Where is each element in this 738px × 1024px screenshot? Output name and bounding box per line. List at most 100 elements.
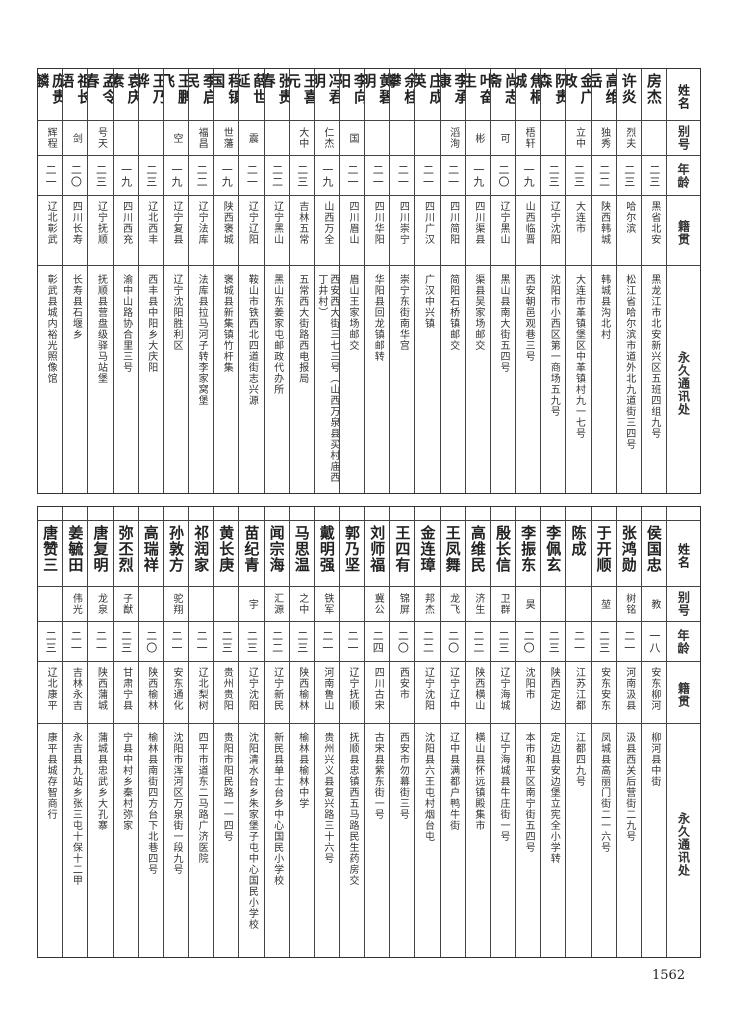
person-address-text: 贵阳市阳民路一一四号 bbox=[221, 732, 233, 842]
header-address: 永久通讯处 bbox=[667, 266, 700, 493]
person-age-text: 二一 bbox=[346, 163, 360, 188]
person-name: 庄成英 bbox=[415, 69, 440, 121]
person-age-text: 一九 bbox=[471, 163, 485, 188]
person-column: 焦桐城 梧轩 一九 山西临晋 西安朝邑观巷三号 bbox=[515, 69, 541, 493]
person-age-text: 二一 bbox=[320, 629, 334, 654]
person-address-text: 凤城县高丽门街二一六号 bbox=[598, 732, 610, 853]
person-name-text: 祖长语 bbox=[63, 73, 88, 105]
header-name: 姓名 bbox=[667, 521, 700, 587]
person-alias bbox=[365, 121, 390, 156]
person-column: 黄长庚二三贵州贵阳贵阳市阳民路一一四号 bbox=[213, 507, 239, 957]
person-age-text: 二三 bbox=[496, 629, 510, 654]
person-name-text: 黄长庚 bbox=[217, 525, 236, 573]
person-name-text: 李承康 bbox=[440, 73, 465, 105]
person-address-text: 法库县拉马河子转李家窝堡 bbox=[196, 274, 208, 406]
person-address-text: 黑山东姜家屯邮政代办所 bbox=[271, 274, 283, 395]
person-name: 刘师福 bbox=[365, 521, 390, 587]
person-column: 张鸿勋 树铭 二一 河南汲县 汲县西关后营街二九号 bbox=[615, 507, 641, 957]
person-alias bbox=[138, 587, 163, 622]
person-native-place: 辽宁沈阳 bbox=[415, 662, 440, 724]
person-age: 二〇 bbox=[390, 622, 415, 662]
person-address: 褒城县新集镇竹杆集 bbox=[214, 266, 238, 493]
person-native-place-text: 山西万全 bbox=[321, 201, 333, 245]
person-name-text: 郭乃坚 bbox=[343, 525, 362, 573]
person-name: 王乃骅 bbox=[138, 69, 163, 121]
person-age: 二三 bbox=[566, 156, 591, 196]
person-column: 陈成 二一 江苏江都 江都四九号 bbox=[565, 507, 591, 957]
person-address: 宁县中村乡秦村弥家 bbox=[114, 724, 138, 957]
person-alias: 震 bbox=[239, 121, 264, 156]
person-age: 二三 bbox=[289, 622, 314, 662]
person-native-place: 黑省北安 bbox=[641, 196, 666, 266]
person-native-place: 四川简阳 bbox=[440, 196, 465, 266]
person-address: 大连市革镇堡区中革镇村九一七号 bbox=[566, 266, 590, 493]
person-age: 二一 bbox=[239, 156, 264, 196]
person-address: 广汉中兴镇 bbox=[415, 266, 439, 493]
person-native-place: 山西临晋 bbox=[516, 196, 541, 266]
gap-row bbox=[390, 507, 415, 521]
person-native-place-text: 哈尔滨 bbox=[623, 201, 635, 234]
person-name-text: 高维岳 bbox=[591, 73, 616, 105]
person-name-text: 王鹏飞 bbox=[163, 73, 189, 105]
person-address-text: 辽宁沈阳胜利区 bbox=[170, 274, 182, 351]
person-column: 高瑞祥 二〇 陕西榆林 榆林县南街四方台下北巷四号 bbox=[137, 507, 163, 957]
person-age: 二一 bbox=[38, 156, 63, 196]
person-alias bbox=[138, 121, 163, 156]
person-native-place: 陕西定边 bbox=[541, 662, 566, 724]
person-age: 二一 bbox=[566, 622, 591, 662]
person-age-text: 二三 bbox=[220, 629, 234, 654]
person-column: 高维民 济生 二二 陕西横山 横山县怀远镇殿集市 bbox=[464, 507, 490, 957]
person-age-text: 二三 bbox=[245, 629, 259, 654]
person-age: 二〇 bbox=[63, 156, 88, 196]
person-name-text: 侯国忠 bbox=[644, 525, 663, 573]
person-name-text: 阮贵森 bbox=[541, 73, 566, 105]
person-age: 二一 bbox=[616, 622, 641, 662]
person-name-text: 戴明强 bbox=[317, 525, 336, 573]
person-name: 高维民 bbox=[465, 521, 490, 587]
person-name-text: 于开顺 bbox=[594, 525, 613, 573]
person-native-place: 辽宁沈阳 bbox=[239, 662, 264, 724]
person-name-text: 程镇国 bbox=[214, 73, 239, 105]
person-column: 李承康 滔洵 二一 四川简阳 简阳石桥镇邮交 bbox=[439, 69, 465, 493]
person-alias-text: 卫群 bbox=[497, 593, 509, 615]
person-alias bbox=[38, 587, 63, 622]
person-name: 尚志斋 bbox=[490, 69, 516, 121]
person-name: 唐复明 bbox=[88, 521, 113, 587]
person-name: 叶奋生 bbox=[465, 69, 490, 121]
person-age-text: 二一 bbox=[371, 163, 385, 188]
person-column: 姜毓田 伟光 二一 吉林永吉 永吉县九站乡张三屯十保十二甲 bbox=[62, 507, 88, 957]
person-native-place-text: 贵州贵阳 bbox=[221, 667, 233, 711]
person-address: 西安西大街三七三号（山西万泉县买村庙西丁井村） bbox=[315, 266, 339, 493]
person-name: 祁润家 bbox=[189, 521, 214, 587]
person-name: 唐赞三 bbox=[38, 521, 63, 587]
person-name: 庞贵麟 bbox=[38, 69, 63, 121]
person-age-text: 二一 bbox=[421, 163, 435, 188]
person-age-text: 二一 bbox=[169, 629, 183, 654]
person-alias: 龙泉 bbox=[88, 587, 113, 622]
person-native-place-text: 辽宁沈阳 bbox=[548, 201, 560, 245]
person-native-place: 哈尔滨 bbox=[616, 196, 641, 266]
person-name-text: 李佩玄 bbox=[544, 525, 563, 573]
person-native-place-text: 陕西蒲城 bbox=[95, 667, 107, 711]
person-age-text: 二二 bbox=[471, 629, 485, 654]
person-name-text: 庞贵麟 bbox=[38, 73, 63, 105]
person-native-place: 辽北彰武 bbox=[38, 196, 63, 266]
person-address-text: 沈阳市小西区第一商场五九号 bbox=[548, 274, 560, 417]
person-column: 高维岳 独秀 二二 陕西韩城 韩城县沟北村 bbox=[590, 69, 616, 493]
person-alias: 空 bbox=[163, 121, 189, 156]
person-alias-text: 铁军 bbox=[321, 593, 333, 615]
person-address: 沈阳市小西区第一商场五九号 bbox=[541, 266, 565, 493]
person-name: 张鸿勋 bbox=[616, 521, 641, 587]
person-column: 庞贵麟 辉程 二一 辽北彰武 彰武县城内裕光照像馆 bbox=[38, 69, 63, 493]
person-age: 二一 bbox=[88, 622, 113, 662]
person-age: 一九 bbox=[214, 156, 239, 196]
person-address: 定边县安边堡立宪全小学转 bbox=[541, 724, 565, 957]
person-native-place-text: 安东安东 bbox=[598, 667, 610, 711]
person-address: 沈阳县六王屯村烟台屯 bbox=[415, 724, 439, 957]
person-age: 二三 bbox=[289, 156, 314, 196]
person-name-text: 王乃骅 bbox=[138, 73, 163, 105]
person-name-text: 金连璋 bbox=[418, 525, 437, 573]
person-age-text: 二二 bbox=[195, 163, 209, 188]
person-native-place-text: 辽北梨树 bbox=[196, 667, 208, 711]
person-address: 渠县吴家场邮交 bbox=[466, 266, 490, 493]
